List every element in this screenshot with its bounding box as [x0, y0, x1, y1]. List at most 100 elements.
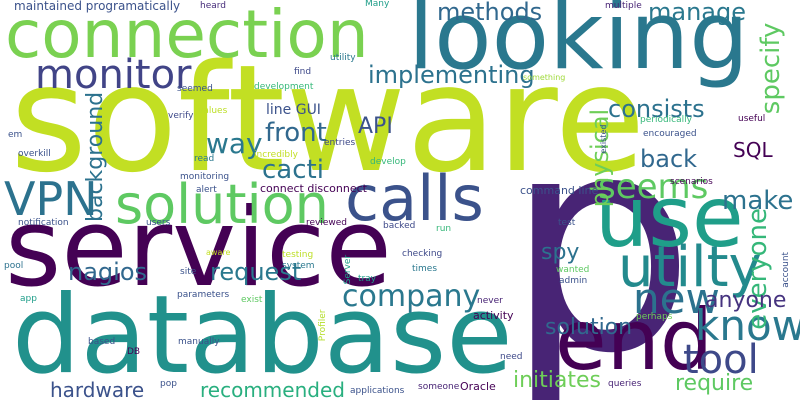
- word-users: users: [146, 218, 171, 228]
- word-use: use: [595, 168, 744, 266]
- word-api: API: [358, 114, 393, 139]
- word-pool: pool: [4, 261, 24, 271]
- word-seems: seems: [598, 167, 709, 207]
- word-periodically: periodically: [640, 115, 692, 125]
- word-read: read: [194, 154, 215, 164]
- word-methods: methods: [437, 0, 543, 26]
- word-perhaps: perhaps: [636, 312, 673, 322]
- word-test: test: [558, 218, 576, 228]
- word-new: new: [633, 274, 720, 323]
- word-sql: SQL: [733, 138, 773, 162]
- word-oracle: Oracle: [460, 380, 496, 393]
- word-checking: checking: [402, 249, 443, 259]
- word-find: find: [294, 67, 312, 77]
- word-never: never: [477, 296, 503, 306]
- word-maintained-programatically: maintained programatically: [14, 0, 181, 13]
- word-calls: calls: [345, 162, 484, 235]
- word-site: site: [180, 267, 197, 277]
- word-admin: admin: [559, 276, 588, 286]
- word-overkill: overkill: [18, 149, 51, 159]
- word-looking: looking: [408, 0, 749, 91]
- word-incredibly: incredibly: [254, 150, 298, 160]
- word-scenarios: scenarios: [670, 177, 713, 187]
- word-connect-disconnect: connect disconnect: [260, 182, 367, 195]
- word-recommended: recommended: [200, 378, 345, 400]
- word-existed: existed: [599, 124, 608, 154]
- word-many: Many: [365, 0, 390, 9]
- word-aware: aware: [206, 248, 231, 257]
- word-solution: solution: [545, 315, 633, 340]
- word-verify: verify: [168, 111, 194, 121]
- word-require: require: [675, 371, 754, 396]
- word-consists: consists: [608, 95, 705, 123]
- word-multiple: multiple: [605, 1, 642, 11]
- word-anyone: anyone: [705, 288, 787, 313]
- word-account: account: [781, 251, 791, 288]
- word-connection: connection: [5, 0, 369, 73]
- word-develop: develop: [370, 157, 406, 167]
- word-based: based: [88, 337, 116, 347]
- word-database: database: [12, 273, 513, 398]
- word-specify: specify: [756, 22, 786, 115]
- word-development: development: [254, 82, 314, 92]
- word-vpn: VPN: [4, 172, 98, 226]
- word-entries: entries: [324, 138, 356, 148]
- word-command-line: command line: [520, 184, 599, 197]
- word-spy: spy: [541, 240, 580, 265]
- word-tray: tray: [358, 274, 377, 284]
- word-service: service: [5, 186, 392, 311]
- word-nagios: nagios: [68, 258, 148, 286]
- word-initiates: initiates: [513, 368, 602, 393]
- word-queries: queries: [608, 379, 642, 389]
- word-db: DB: [127, 347, 141, 357]
- word-back: back: [640, 145, 698, 173]
- word-heard: heard: [200, 1, 227, 11]
- word-useful: useful: [738, 114, 766, 124]
- word-activity: activity: [473, 309, 514, 322]
- word-profiler: Profiler: [318, 309, 328, 342]
- word-end: end: [555, 291, 714, 389]
- word-manually: manually: [178, 337, 220, 347]
- word-testing: testing: [282, 250, 314, 260]
- word-hardware: hardware: [50, 378, 145, 400]
- word-parameters: parameters: [177, 290, 230, 300]
- word-values: values: [198, 106, 228, 116]
- word-utilty: utilty: [618, 235, 762, 300]
- word-monitor: monitor: [35, 52, 192, 98]
- word-wanted: wanted: [556, 265, 590, 275]
- word-server: Server: [343, 254, 353, 285]
- word-solution: solution: [115, 173, 329, 236]
- word-pop: pop: [160, 379, 177, 389]
- word-need: need: [500, 352, 523, 362]
- word-way: way: [206, 127, 263, 160]
- word-em: em: [8, 130, 23, 140]
- word-something: something: [523, 73, 566, 82]
- word-cacti: cacti: [262, 155, 324, 185]
- word-manage: manage: [648, 0, 747, 26]
- word-make: make: [722, 186, 794, 216]
- word-alert: alert: [196, 185, 217, 195]
- word-line-gui: line GUI: [266, 102, 321, 118]
- word-implementing: implementing: [368, 61, 535, 89]
- word-system: system: [282, 261, 315, 271]
- word-reviewed: reviewed: [306, 218, 348, 228]
- word-utility: utility: [330, 53, 356, 63]
- word-backed: backed: [383, 221, 416, 231]
- word-software: software: [10, 33, 646, 205]
- word-background: background: [83, 91, 108, 222]
- word-tool: tool: [683, 337, 759, 383]
- word-p: p: [505, 70, 696, 400]
- word-company: company: [342, 279, 481, 314]
- word-request: request: [210, 258, 302, 286]
- word-exist: exist: [241, 295, 263, 305]
- word-know: know: [695, 301, 800, 350]
- word-someone: someone: [418, 382, 460, 392]
- word-seemed: seemed: [177, 84, 213, 94]
- word-run: run: [436, 224, 452, 234]
- word-monitoring: monitoring: [180, 172, 230, 182]
- word-app: app: [20, 294, 37, 304]
- word-encouraged: encouraged: [643, 129, 697, 139]
- word-front: front: [265, 118, 327, 148]
- word-times: times: [412, 264, 438, 274]
